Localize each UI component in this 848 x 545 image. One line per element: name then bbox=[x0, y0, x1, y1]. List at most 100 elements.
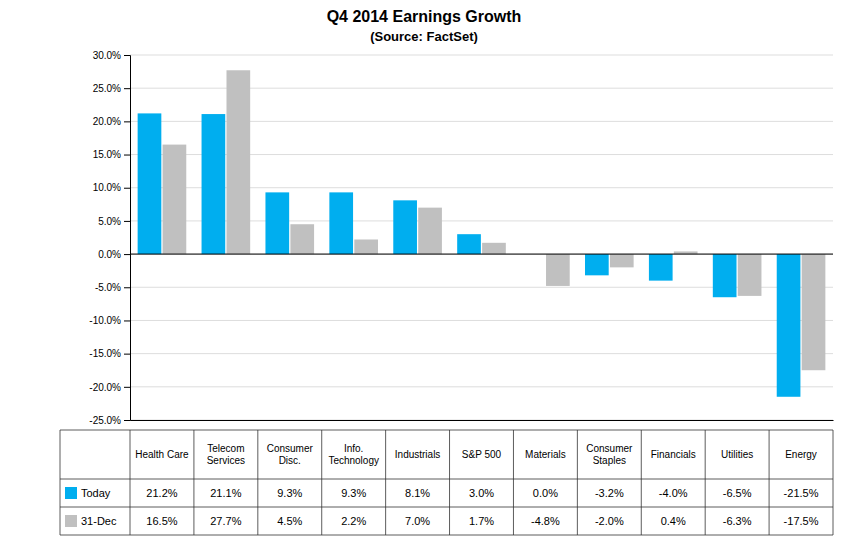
bar bbox=[482, 243, 506, 254]
category-label: Energy bbox=[785, 449, 817, 460]
category-label-line: Services bbox=[207, 455, 245, 466]
bar bbox=[418, 208, 442, 254]
y-tick-mark bbox=[124, 188, 130, 189]
bar bbox=[290, 224, 314, 254]
bar bbox=[585, 254, 609, 275]
y-tick-label: 5.0% bbox=[98, 216, 121, 227]
legend-swatch bbox=[65, 515, 77, 527]
bar-series bbox=[163, 70, 826, 370]
table-value: 21.1% bbox=[210, 487, 241, 499]
y-tick-label: 10.0% bbox=[93, 182, 121, 193]
table-line bbox=[641, 430, 642, 535]
bar bbox=[265, 192, 289, 254]
y-tick: -20.0% bbox=[89, 382, 130, 393]
grid-line bbox=[130, 55, 833, 56]
category-label: Health Care bbox=[135, 449, 189, 460]
table-value: 4.5% bbox=[277, 515, 302, 527]
category-label-line: Energy bbox=[785, 449, 817, 460]
table-value: 0.0% bbox=[533, 487, 558, 499]
table-value: 9.3% bbox=[341, 487, 366, 499]
table-value: 2.2% bbox=[341, 515, 366, 527]
table-line bbox=[833, 430, 834, 535]
category-label-line: Disc. bbox=[279, 455, 301, 466]
baseline bbox=[130, 254, 833, 255]
y-tick-mark bbox=[124, 121, 130, 122]
y-tick: 25.0% bbox=[93, 83, 130, 94]
category-label-line: Consumer bbox=[586, 443, 633, 454]
table-line bbox=[60, 535, 833, 536]
table-line bbox=[193, 430, 194, 535]
y-tick-mark bbox=[124, 221, 130, 222]
category-label-line: Health Care bbox=[135, 449, 189, 460]
table-value: -4.0% bbox=[659, 487, 688, 499]
table-line bbox=[385, 430, 386, 535]
category-label: S&P 500 bbox=[462, 449, 502, 460]
category-label-line: Utilities bbox=[721, 449, 753, 460]
category-label-line: Telecom bbox=[207, 443, 244, 454]
title: Q4 2014 Earnings Growth bbox=[327, 8, 522, 25]
y-tick-label: 20.0% bbox=[93, 116, 121, 127]
table-line bbox=[130, 430, 131, 535]
category-label: ConsumerStaples bbox=[586, 443, 633, 466]
table: Health CareTelecomServicesConsumerDisc.I… bbox=[60, 430, 833, 535]
y-tick-label: 30.0% bbox=[93, 50, 121, 61]
grid-line bbox=[130, 254, 833, 255]
bar bbox=[457, 234, 481, 254]
y-tick-mark bbox=[124, 354, 130, 355]
y-tick-mark bbox=[124, 55, 130, 56]
table-value: 0.4% bbox=[661, 515, 686, 527]
category-label: Materials bbox=[525, 449, 566, 460]
y-tick: 5.0% bbox=[98, 216, 130, 227]
bar bbox=[802, 254, 826, 370]
y-tick-mark bbox=[124, 88, 130, 89]
category-label-line: Materials bbox=[525, 449, 566, 460]
bar bbox=[329, 192, 353, 254]
y-tick: -25.0% bbox=[89, 415, 130, 426]
category-label-line: Consumer bbox=[267, 443, 314, 454]
y-tick-mark bbox=[124, 254, 130, 255]
category-label: ConsumerDisc. bbox=[267, 443, 314, 466]
grid bbox=[130, 55, 833, 420]
y-axis-line bbox=[124, 56, 131, 421]
category-label: Financials bbox=[651, 449, 696, 460]
y-tick-label: 15.0% bbox=[93, 149, 121, 160]
bar bbox=[138, 113, 162, 254]
bar bbox=[738, 254, 762, 296]
y-tick: -5.0% bbox=[95, 282, 130, 293]
y-tick-mark bbox=[124, 320, 130, 321]
table-value: 3.0% bbox=[469, 487, 494, 499]
legend-swatch bbox=[65, 487, 77, 499]
bar bbox=[546, 254, 570, 286]
category-label-line: Staples bbox=[593, 455, 626, 466]
legend-label: 31-Dec bbox=[81, 515, 117, 527]
table-line bbox=[60, 430, 833, 431]
y-tick-mark bbox=[124, 420, 130, 421]
y-tick: 15.0% bbox=[93, 149, 130, 160]
table-value: -6.5% bbox=[723, 487, 752, 499]
chart: Q4 2014 Earnings Growth(Source: FactSet)… bbox=[0, 0, 848, 545]
bar bbox=[713, 254, 737, 297]
category-label-line: S&P 500 bbox=[462, 449, 502, 460]
category-label: Info.Technology bbox=[328, 443, 379, 466]
table-value: -6.3% bbox=[723, 515, 752, 527]
category-label-line: Technology bbox=[328, 455, 379, 466]
x-axis-line bbox=[131, 420, 834, 421]
bar bbox=[202, 114, 226, 254]
bar bbox=[226, 70, 250, 254]
grid-line bbox=[130, 320, 833, 321]
table-line bbox=[577, 430, 578, 535]
y-tick-label: -25.0% bbox=[89, 415, 121, 426]
category-label: TelecomServices bbox=[207, 443, 245, 466]
table-value: 9.3% bbox=[277, 487, 302, 499]
y-axis: -25.0%-20.0%-15.0%-10.0%-5.0%0.0%5.0%10.… bbox=[89, 50, 130, 426]
table-line bbox=[449, 430, 450, 535]
category-label-line: Financials bbox=[651, 449, 696, 460]
table-value: 16.5% bbox=[146, 515, 177, 527]
table-line bbox=[60, 430, 61, 535]
y-tick-mark bbox=[124, 155, 130, 156]
y-tick-label: 0.0% bbox=[98, 249, 121, 260]
y-tick-label: -5.0% bbox=[95, 282, 121, 293]
table-value: 21.2% bbox=[146, 487, 177, 499]
y-tick-mark bbox=[124, 287, 130, 288]
y-tick-label: -15.0% bbox=[89, 348, 121, 359]
